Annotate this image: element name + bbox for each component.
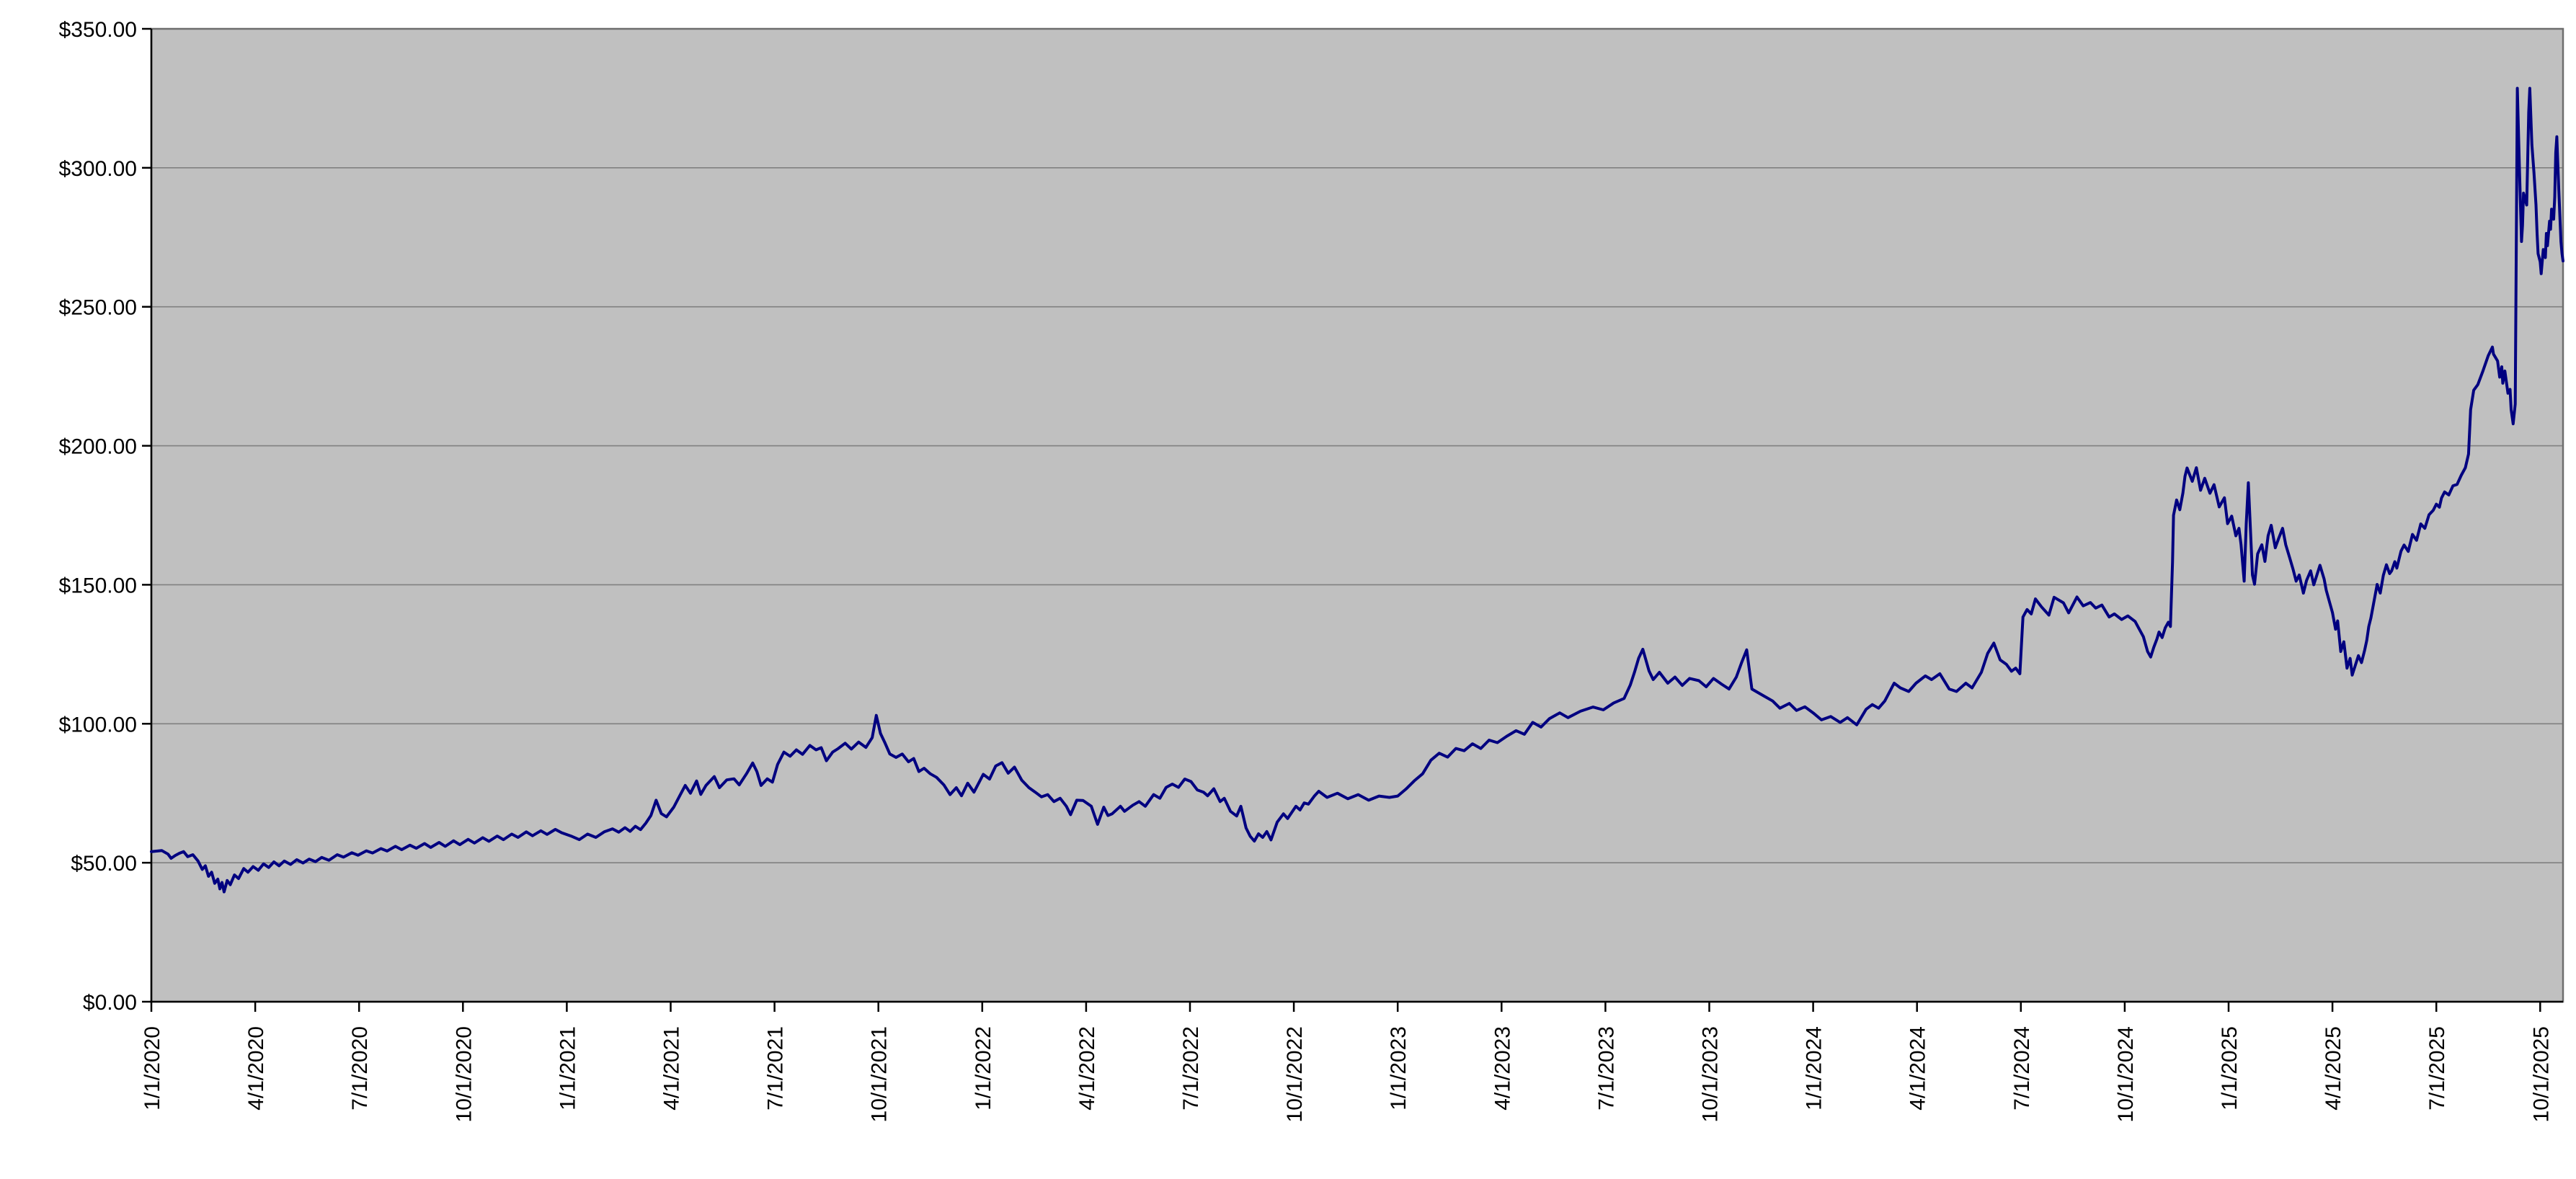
x-axis-label: 10/1/2024 — [2114, 1026, 2138, 1122]
x-axis-label: 7/1/2024 — [2010, 1026, 2034, 1111]
x-axis-label: 10/1/2025 — [2529, 1026, 2553, 1122]
x-axis-label: 7/1/2025 — [2425, 1026, 2449, 1111]
y-axis-label: $100.00 — [59, 713, 137, 737]
x-axis-label: 10/1/2021 — [868, 1026, 892, 1122]
y-axis-label: $0.00 — [83, 991, 137, 1015]
plot-area — [151, 29, 2563, 1002]
x-axis-label: 4/1/2025 — [2322, 1026, 2345, 1111]
x-axis-label: 1/1/2024 — [1803, 1026, 1826, 1111]
x-axis-label: 4/1/2022 — [1075, 1026, 1099, 1111]
x-axis-label: 7/1/2021 — [764, 1026, 788, 1111]
x-axis-label: 7/1/2023 — [1594, 1026, 1618, 1111]
x-axis-label: 4/1/2021 — [659, 1026, 683, 1111]
x-axis-label: 4/1/2020 — [244, 1026, 268, 1111]
x-axis-label: 10/1/2022 — [1283, 1026, 1307, 1122]
x-axis-label: 7/1/2022 — [1179, 1026, 1203, 1111]
y-axis-label: $300.00 — [59, 157, 137, 181]
x-axis-label: 4/1/2024 — [1906, 1026, 1930, 1111]
x-axis-label: 1/1/2022 — [972, 1026, 995, 1111]
price-series-line — [150, 86, 2564, 894]
y-axis-label: $50.00 — [71, 852, 137, 876]
y-axis-label: $200.00 — [59, 435, 137, 459]
x-axis-label: 10/1/2020 — [452, 1026, 476, 1122]
x-axis-label: 7/1/2020 — [348, 1026, 372, 1111]
y-axis-label: $150.00 — [59, 574, 137, 597]
x-axis-label: 10/1/2023 — [1698, 1026, 1722, 1122]
y-axis-label: $350.00 — [59, 18, 137, 42]
x-axis-label: 1/1/2021 — [556, 1026, 579, 1111]
y-axis-label: $250.00 — [59, 296, 137, 320]
x-axis-label: 1/1/2025 — [2218, 1026, 2242, 1111]
x-axis-label: 4/1/2023 — [1491, 1026, 1514, 1111]
x-axis-label: 1/1/2020 — [141, 1026, 164, 1111]
x-axis-label: 1/1/2023 — [1387, 1026, 1411, 1111]
